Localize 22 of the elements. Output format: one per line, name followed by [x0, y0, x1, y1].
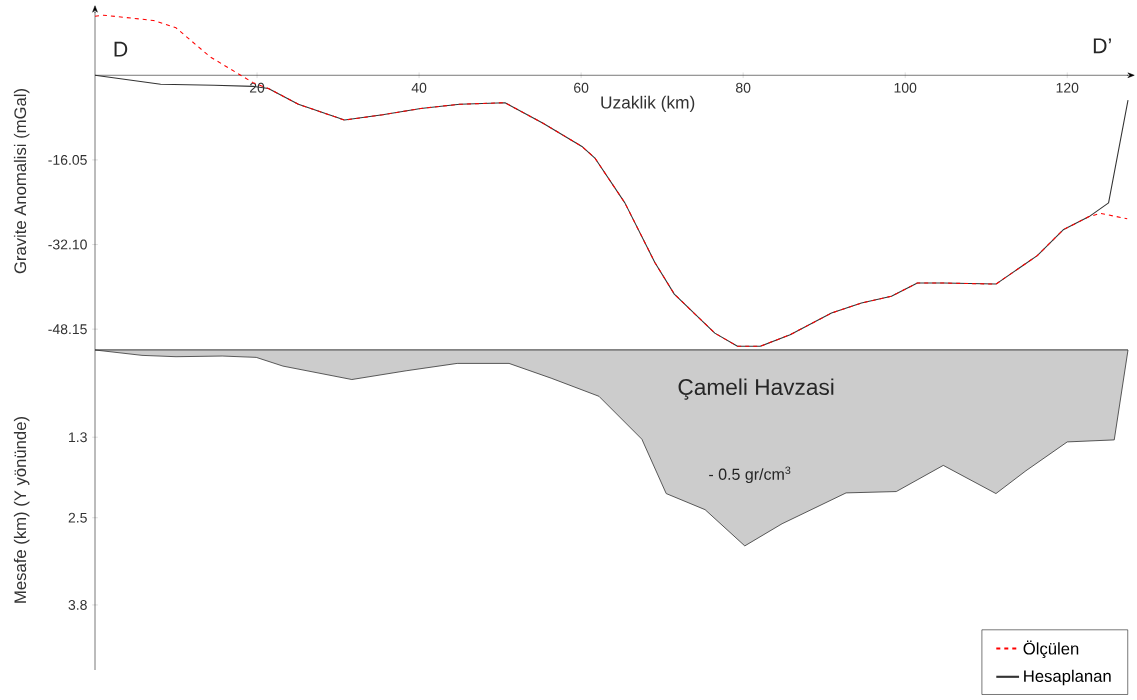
y-tick-label: -32.10	[48, 239, 87, 250]
legend-label: Hesaplanan	[1024, 669, 1111, 686]
annotation: Çameli Havzasi	[678, 378, 834, 400]
line-series	[94, 14, 1128, 347]
x-tick-label: 120	[1056, 82, 1079, 93]
y-axis-title: Gravite Anomalisi (mGal)	[13, 88, 30, 274]
annotation: D’	[1093, 38, 1111, 54]
annotation: D	[114, 41, 128, 57]
x-tick-label: 60	[574, 82, 589, 93]
x-tick-label: 80	[735, 82, 751, 93]
y-tick-label: 3.8	[68, 599, 87, 610]
line-series	[94, 74, 1129, 347]
y-tick-label: -48.15	[48, 324, 87, 335]
y-axis-title: Mesafe (km) (Y yönünde)	[13, 417, 30, 603]
legend-label: Ölçülen	[1023, 640, 1079, 658]
x-tick-label: 40	[411, 82, 427, 93]
y-tick-label: 2.5	[68, 512, 87, 523]
y-tick-label: -16.05	[48, 154, 87, 165]
x-tick-label: 100	[894, 82, 917, 93]
x-axis-title: Uzaklik (km)	[601, 95, 695, 113]
y-tick-label: 1.3	[69, 432, 87, 443]
annotation: - 0.5 gr/cm$^{3}$	[709, 466, 791, 484]
